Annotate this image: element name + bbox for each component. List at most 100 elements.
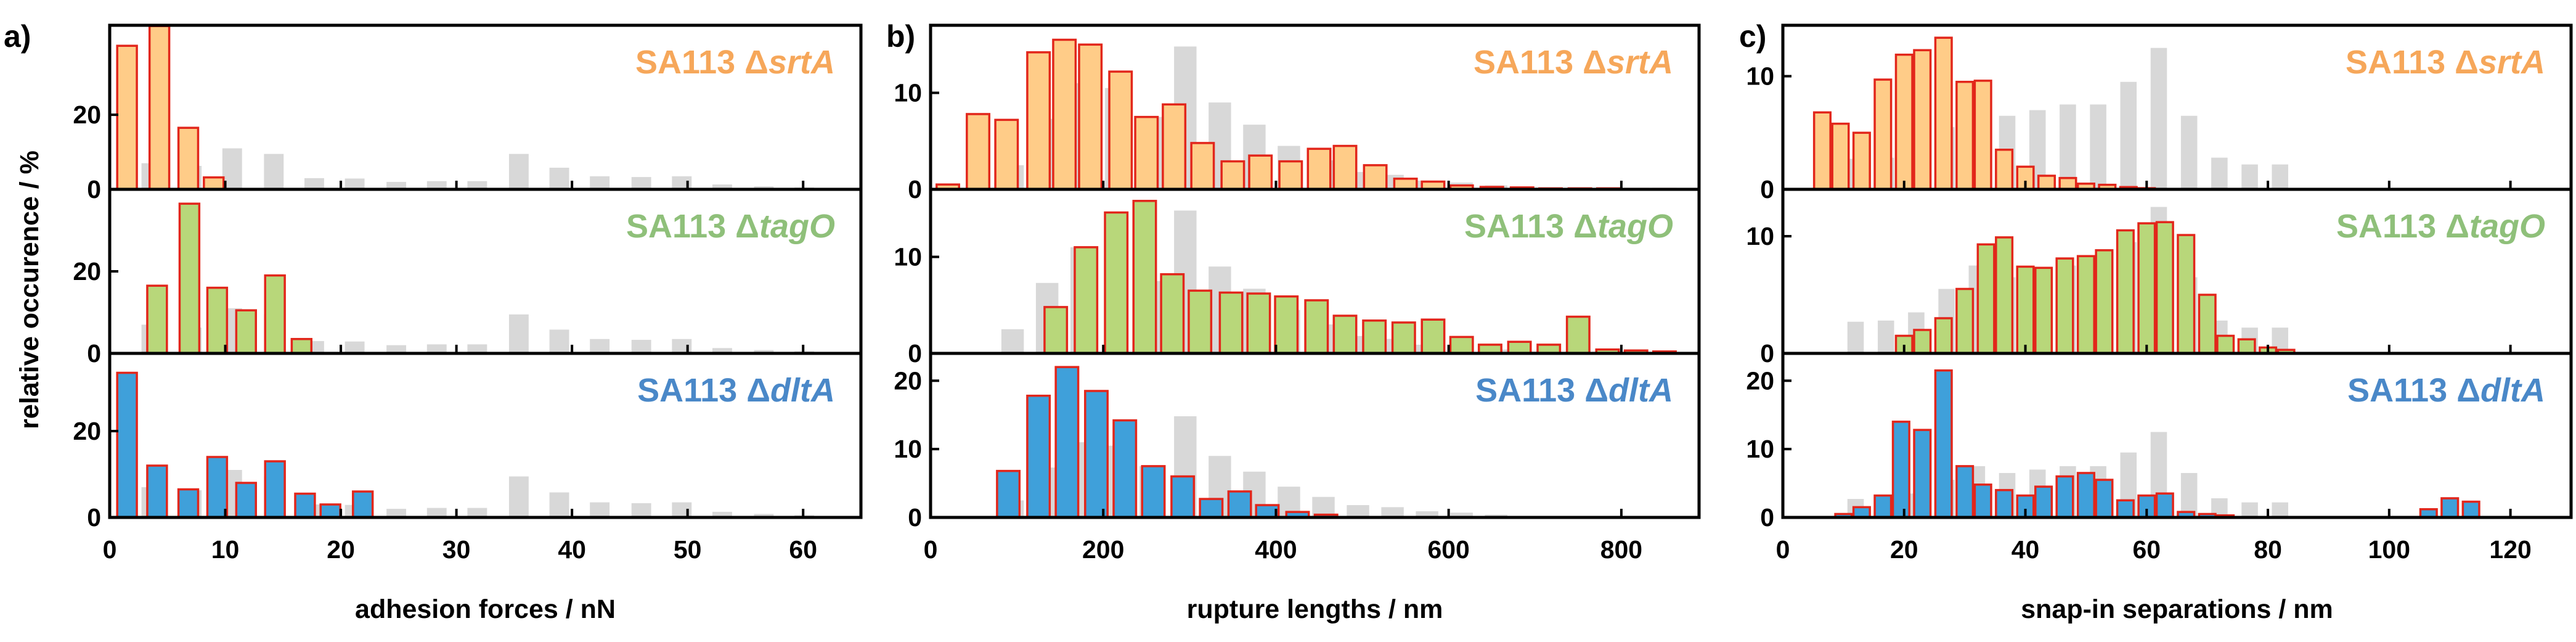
y-tick-label: 20 — [1746, 366, 1774, 395]
subplot-dltA: 0 20 SA113 ΔdltA — [73, 352, 863, 532]
bar — [1995, 488, 2014, 517]
bar — [2095, 249, 2114, 353]
plot-area — [1847, 207, 2296, 353]
subplot-srtA: 0 10 SA113 ΔsrtA — [1746, 23, 2573, 204]
x-axis-label: rupture lengths / nm — [1187, 595, 1443, 624]
reference-bar — [2150, 47, 2167, 189]
bar — [1976, 243, 1995, 353]
reference-bar — [631, 177, 651, 189]
y-tick-label: 0 — [908, 339, 922, 368]
bar — [2198, 294, 2217, 353]
y-tick-label: 0 — [87, 503, 101, 532]
bar — [2037, 175, 2056, 189]
bar — [148, 25, 171, 189]
bar — [1536, 344, 1562, 353]
bar — [1026, 51, 1051, 189]
bar — [319, 503, 341, 517]
x-tick-label: 60 — [2133, 535, 2161, 564]
reference-bar — [712, 184, 732, 189]
reference-bar — [549, 329, 569, 353]
bar — [1026, 394, 1051, 517]
bar — [2055, 475, 2074, 517]
bar — [1104, 211, 1129, 353]
bar — [1332, 144, 1358, 189]
bar — [203, 176, 225, 189]
bar — [177, 126, 200, 189]
y-tick-label: 0 — [87, 339, 101, 368]
bar — [1084, 390, 1109, 517]
reference-bar — [712, 348, 732, 353]
axes-frame — [108, 352, 863, 519]
reference-bar — [508, 154, 529, 189]
bar — [1955, 465, 1975, 517]
bar — [1274, 295, 1299, 353]
x-tick-label: 0 — [1776, 535, 1790, 564]
reference-bar — [508, 476, 529, 517]
bar — [177, 488, 200, 517]
bar — [2095, 479, 2114, 517]
reference-bar — [754, 514, 774, 517]
x-tick-label: 120 — [2489, 535, 2531, 564]
bar — [2419, 508, 2438, 517]
reference-bar — [712, 511, 732, 517]
bar — [1973, 484, 1992, 517]
reference-bar — [2060, 104, 2076, 189]
bar — [1420, 180, 1446, 189]
y-tick-label: 0 — [1760, 175, 1774, 204]
y-tick-label: 0 — [908, 175, 922, 204]
reference-bar — [1347, 505, 1369, 517]
y-tick-label: 10 — [1746, 222, 1774, 250]
y-tick-label: 10 — [894, 243, 922, 271]
reference-bar — [2120, 81, 2137, 189]
reference-bar — [386, 345, 407, 353]
bar — [2137, 222, 2156, 353]
bar — [290, 337, 313, 353]
bar — [1363, 164, 1388, 189]
reference-bar — [2090, 104, 2106, 189]
bar — [1995, 236, 2014, 353]
bar — [178, 202, 201, 353]
subplot-tagO: 0 20 SA113 ΔtagO — [73, 187, 863, 368]
subplot-tagO: 0 10 SA113 ΔtagO — [1746, 187, 2573, 368]
plot-area — [116, 371, 815, 517]
reference-bar — [467, 344, 487, 353]
bar — [1873, 494, 1893, 517]
reference-bar — [631, 340, 651, 353]
reference-bar — [2211, 157, 2228, 189]
bar — [1449, 335, 1474, 353]
reference-bar — [467, 508, 487, 517]
bar — [1894, 334, 1914, 353]
series-label: SA113 ΔsrtA — [1473, 44, 1673, 81]
y-tick-label: 0 — [87, 175, 101, 204]
bar — [1894, 53, 1914, 189]
y-tick-label: 20 — [73, 417, 101, 445]
bar — [1913, 329, 1932, 353]
bar — [1108, 70, 1133, 189]
bar — [2058, 176, 2077, 189]
bar — [1199, 498, 1224, 517]
bar — [2237, 338, 2256, 353]
bar — [1162, 103, 1187, 189]
bar — [2177, 511, 2196, 517]
reference-bar — [1877, 320, 1894, 353]
x-tick-label: 10 — [211, 535, 240, 564]
bar — [994, 118, 1019, 189]
subplot-tagO: 0 10 SA113 ΔtagO — [894, 187, 1701, 368]
bar — [2440, 497, 2460, 517]
bar — [2116, 499, 2135, 517]
bar — [1306, 147, 1332, 189]
bar — [294, 492, 316, 517]
subplot-dltA: 0 10 20 SA113 ΔdltA — [894, 352, 1701, 532]
reference-bar — [386, 509, 407, 517]
bar — [2216, 334, 2235, 353]
reference-bar — [754, 350, 774, 353]
y-tick-label: 20 — [73, 101, 101, 129]
y-tick-label: 10 — [1746, 62, 1774, 91]
bar — [1160, 273, 1185, 353]
reference-bar — [467, 181, 487, 189]
x-tick-label: 60 — [789, 535, 817, 564]
bar — [1995, 149, 2014, 189]
reference-bar — [590, 339, 610, 353]
